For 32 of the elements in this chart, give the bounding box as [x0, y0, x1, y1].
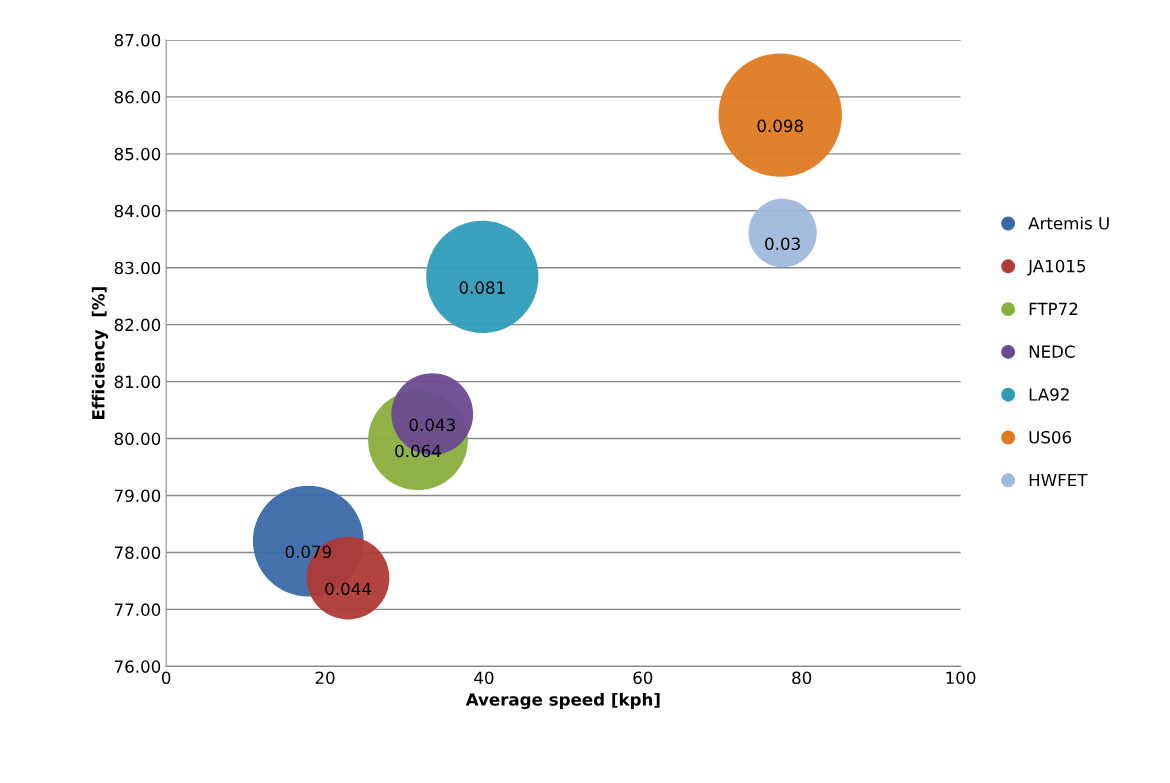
y-tick-label: 76.00	[114, 660, 161, 673]
legend-label: JA1015	[1027, 259, 1086, 276]
x-tick-label: 100	[946, 671, 976, 685]
x-tick-label: 20	[315, 671, 335, 685]
data-label: 0.081	[459, 281, 505, 294]
legend-label: NEDC	[1029, 345, 1075, 358]
x-tick-label: 0	[161, 671, 171, 685]
y-tick-label: 83.00	[114, 261, 161, 275]
data-label: 0.098	[757, 119, 803, 133]
y-tick-label: 86.00	[114, 90, 161, 104]
legend-label: FTP72	[1029, 302, 1078, 315]
y-tick-label: 78.00	[114, 546, 161, 560]
x-axis-title: Average speed [kph]	[465, 692, 660, 710]
y-tick-label: 82.00	[114, 318, 161, 332]
legend-label: HWFET	[1029, 473, 1088, 487]
legend-label: LA92	[1029, 388, 1069, 401]
data-label: 0.044	[325, 582, 371, 596]
y-tick-label: 87.00	[114, 33, 161, 47]
y-tick-label: 84.00	[114, 204, 161, 218]
x-tick-label: 60	[633, 671, 653, 685]
x-tick-label: 40	[474, 671, 494, 685]
y-tick-label: 77.00	[114, 603, 161, 616]
y-tick-label: 85.00	[114, 147, 161, 161]
y-tick-label: 79.00	[114, 489, 161, 503]
data-label: 0.043	[409, 418, 455, 432]
legend-label: Artemis U	[1028, 216, 1109, 230]
y-axis-title: Efficiency [%]	[91, 287, 109, 419]
x-tick-label: 80	[792, 671, 812, 685]
y-tick-label: 80.00	[114, 432, 161, 446]
legend-label: US06	[1029, 430, 1072, 444]
y-tick-label: 81.00	[114, 375, 161, 389]
data-label: 0.03	[765, 237, 800, 251]
